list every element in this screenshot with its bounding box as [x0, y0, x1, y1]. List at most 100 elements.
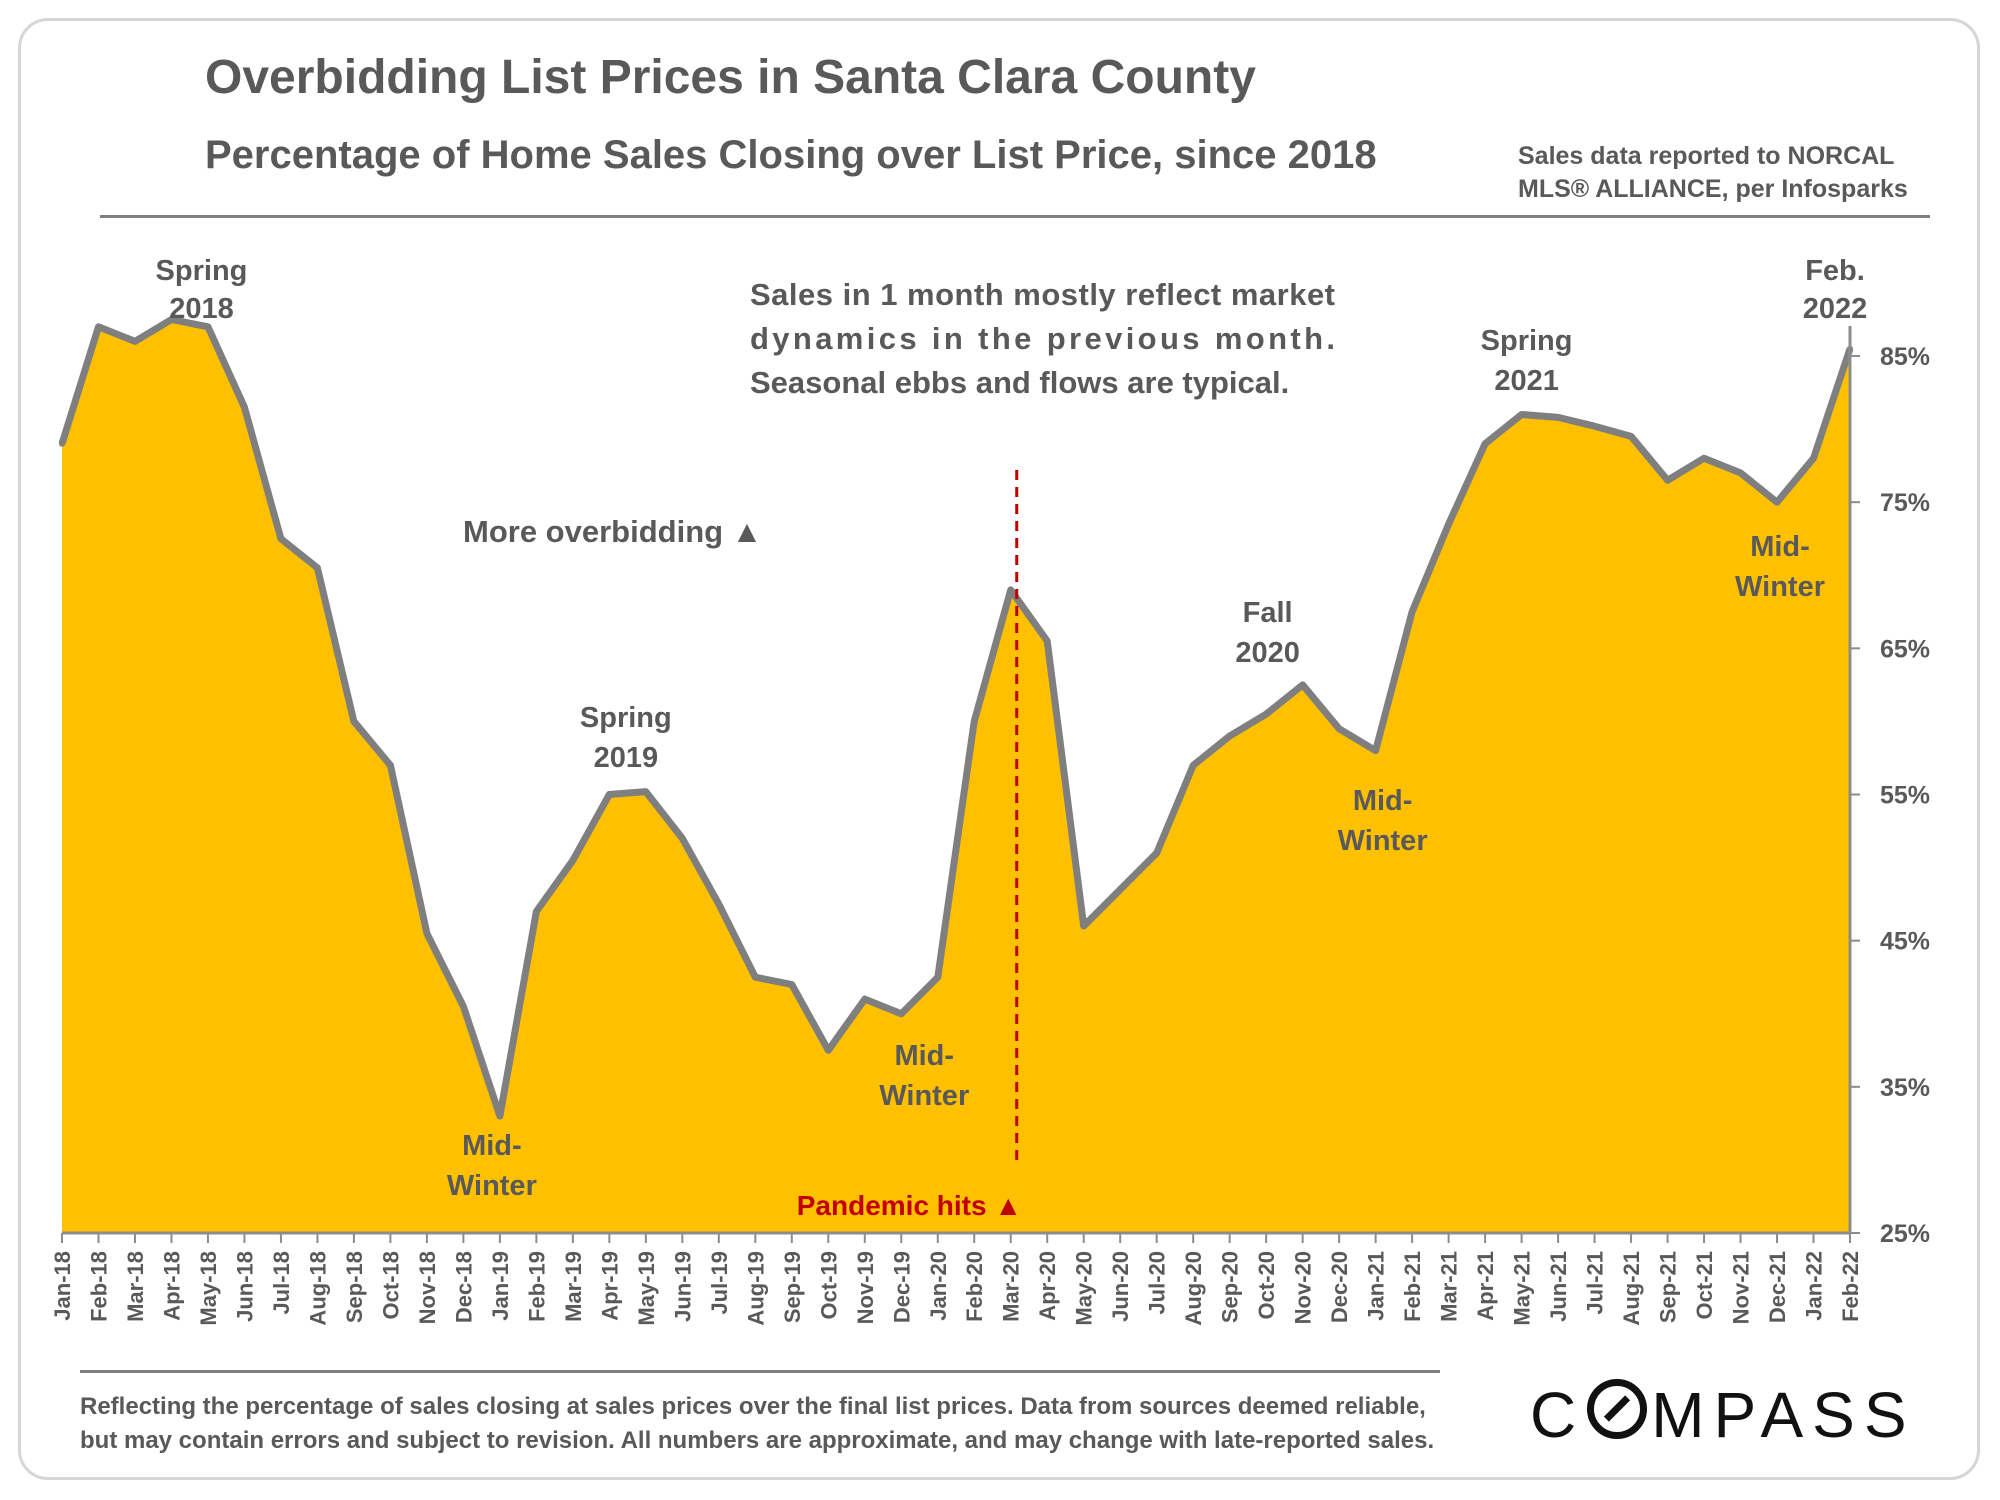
x-tick-label: Feb-21: [1400, 1251, 1425, 1322]
x-tick-label: Mar-20: [999, 1251, 1024, 1322]
data-point: [168, 316, 175, 323]
annotation-line-1: Mid-: [1353, 785, 1413, 817]
x-tick-label: Jan-19: [488, 1251, 513, 1321]
annotation-line-2: 2021: [1494, 365, 1559, 397]
y-tick-label: 65%: [1880, 635, 1930, 663]
data-point: [277, 535, 284, 542]
annotation-line-2: 2018: [169, 293, 234, 325]
x-tick-label: Oct-19: [816, 1251, 841, 1319]
y-tick-label: 35%: [1880, 1074, 1930, 1102]
annotation-line-1: Mid-: [894, 1040, 954, 1072]
annotation-line-1: Fall: [1243, 597, 1293, 629]
x-tick-label: Feb-22: [1838, 1251, 1863, 1322]
data-point: [898, 1010, 905, 1017]
data-point: [1226, 733, 1233, 739]
data-point: [642, 788, 649, 795]
x-tick-label: Jun-21: [1546, 1251, 1571, 1322]
data-point: [387, 762, 394, 769]
data-point: [569, 857, 576, 864]
data-point: [606, 791, 613, 798]
x-tick-label: Apr-20: [1035, 1251, 1060, 1321]
data-point: [1263, 711, 1270, 718]
x-tick-label: Apr-19: [597, 1251, 622, 1321]
x-tick-label: Feb-18: [87, 1251, 112, 1322]
data-point: [241, 404, 248, 411]
annotation-line-1: Mid-: [462, 1130, 522, 1162]
data-point: [1336, 725, 1343, 732]
data-point: [95, 323, 102, 330]
x-tick-label: Aug-20: [1181, 1251, 1206, 1326]
x-tick-label: Sep-20: [1218, 1251, 1243, 1323]
data-point: [1117, 886, 1124, 893]
axis-layer: Jan-18 Feb-18 Mar-18 Apr-18 May-18 Jun-18 Jul-…: [50, 326, 1930, 1326]
y-tick-label: 85%: [1880, 343, 1930, 371]
data-point: [1774, 499, 1780, 506]
x-tick-label: Jan-21: [1364, 1251, 1389, 1321]
annotation-line-1: Spring: [156, 255, 248, 287]
annotation-line-2: Winter: [1338, 825, 1428, 857]
data-point: [934, 974, 941, 981]
x-tick-label: Jan-22: [1802, 1251, 1827, 1321]
series-line: [58, 316, 1854, 1120]
x-tick-label: Jan-20: [926, 1251, 951, 1321]
y-tick-label: 75%: [1880, 489, 1930, 517]
x-tick-label: Mar-19: [561, 1251, 586, 1322]
x-tick-label: Aug-18: [305, 1251, 330, 1326]
x-tick-label: Feb-20: [962, 1251, 987, 1322]
more-overbidding-note: More overbidding ▲: [463, 514, 762, 549]
annotation-line-2: 2019: [594, 742, 659, 774]
annotation-line-1: Spring: [1481, 325, 1573, 357]
data-point: [752, 974, 759, 981]
data-point: [1482, 440, 1489, 447]
data-point: [59, 440, 65, 447]
annotation-line-1: Feb.: [1805, 255, 1865, 287]
source-line-2: MLS® ALLIANCE, per Infosparks: [1518, 175, 1908, 203]
data-point: [788, 981, 795, 988]
x-tick-label: May-20: [1072, 1251, 1097, 1326]
x-tick-label: May-18: [196, 1251, 221, 1326]
x-tick-label: Oct-18: [378, 1251, 403, 1319]
x-tick-label: Dec-19: [889, 1251, 914, 1323]
data-point: [1190, 762, 1197, 769]
dynamics-note-line: Seasonal ebbs and flows are typical.: [750, 365, 1289, 400]
annotation-line-2: 2022: [1803, 293, 1868, 325]
data-point: [1153, 850, 1160, 856]
x-tick-label: Nov-21: [1729, 1251, 1754, 1324]
x-tick-label: Apr-21: [1473, 1251, 1498, 1321]
footnote-line-1: Reflecting the percentage of sales closi…: [80, 1393, 1426, 1420]
x-tick-label: Dec-21: [1765, 1251, 1790, 1323]
page-subtitle: Percentage of Home Sales Closing over Li…: [205, 133, 1377, 177]
annotation-line-2: Winter: [447, 1170, 537, 1202]
annotation-line-2: Winter: [1735, 571, 1825, 603]
annotation-line-2: 2020: [1235, 637, 1300, 669]
y-tick-label: 25%: [1880, 1220, 1930, 1248]
annotation-line-2: Winter: [879, 1080, 969, 1112]
page-title: Overbidding List Prices in Santa Clara C…: [205, 51, 1256, 104]
area-layer: [58, 316, 1854, 1233]
data-point: [350, 718, 357, 725]
x-tick-label: Dec-20: [1327, 1251, 1352, 1323]
x-tick-label: Oct-21: [1692, 1251, 1717, 1319]
compass-logo: C MPASS: [1530, 1378, 1916, 1452]
data-point: [1518, 411, 1525, 418]
logo-letters: MPASS: [1651, 1379, 1916, 1451]
x-tick-label: Apr-18: [160, 1251, 185, 1321]
x-tick-label: Sep-21: [1656, 1251, 1681, 1323]
data-point: [679, 835, 686, 842]
x-tick-label: Jun-18: [232, 1251, 257, 1322]
data-point: [423, 930, 430, 937]
data-point: [1628, 433, 1635, 440]
x-tick-label: Jan-18: [50, 1251, 75, 1321]
logo-letter-c: C: [1530, 1379, 1586, 1451]
x-tick-label: Oct-20: [1254, 1251, 1279, 1319]
data-source-note: Sales data reported to NORCAL MLS® ALLIA…: [1518, 140, 1908, 206]
x-tick-label: Mar-21: [1437, 1251, 1462, 1322]
data-point: [533, 908, 540, 915]
x-tick-label: May-21: [1510, 1251, 1535, 1326]
data-point: [314, 564, 321, 571]
data-point: [1810, 455, 1817, 462]
x-tick-label: Mar-18: [123, 1251, 148, 1322]
x-tick-label: Jul-19: [707, 1251, 732, 1315]
annotation-line-1: Spring: [580, 702, 672, 734]
